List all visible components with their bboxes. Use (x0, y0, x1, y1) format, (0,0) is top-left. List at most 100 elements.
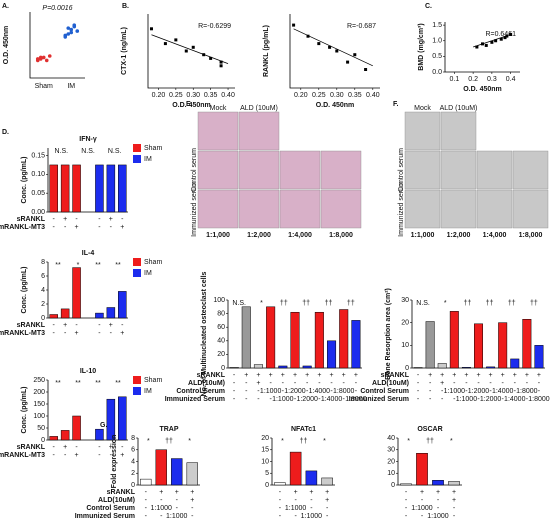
micrograph (197, 111, 239, 151)
y-tick-label: 50 (37, 425, 45, 432)
condition-mark: + (109, 444, 113, 451)
condition-mark: - (53, 322, 56, 329)
dot (44, 58, 49, 63)
condition-mark: + (325, 497, 329, 504)
condition-name: Control Serum (350, 505, 395, 512)
panel-label: F. (393, 101, 399, 108)
condition-name: sRANKL (368, 489, 395, 496)
column-label: Mock (414, 105, 431, 112)
dot (63, 33, 68, 38)
significance: ** (115, 380, 121, 387)
point (475, 45, 479, 49)
panel-label: D. (2, 129, 9, 136)
condition-mark: 1:1000 (166, 513, 188, 520)
condition-mark: - (233, 388, 236, 395)
condition-mark: - (318, 396, 321, 403)
annotation: R=-0.687 (347, 23, 376, 30)
condition-mark: - (282, 380, 285, 387)
y-tick-label: 0.00 (31, 209, 45, 216)
y-tick-label: 150 (33, 401, 45, 408)
axis (397, 438, 462, 486)
condition-mark: - (465, 380, 468, 387)
condition-mark: + (75, 452, 79, 459)
condition-mark: - (477, 380, 480, 387)
x-tick-label: 0.2 (468, 76, 478, 83)
condition-mark: + (175, 489, 179, 496)
condition-mark: - (306, 380, 309, 387)
condition-mark: 1:2000 (480, 396, 502, 403)
dilution-label: 1:1,000 (411, 232, 435, 239)
bar (314, 311, 324, 369)
condition-mark: 1:4000 (309, 388, 331, 395)
significance: †† (165, 438, 173, 445)
bar (289, 451, 302, 486)
x-tick-label: Sham (35, 83, 53, 90)
significance: * (77, 262, 80, 269)
condition-name: Immunized Serum (165, 396, 225, 403)
point (184, 49, 188, 53)
micrograph (404, 150, 441, 190)
y-tick-label: 0.0 (432, 69, 442, 76)
bar (106, 398, 116, 441)
y-tick-label: 4 (41, 287, 45, 294)
y-tick-label: 0.15 (31, 152, 45, 159)
point (490, 40, 494, 44)
condition-mark: - (294, 497, 297, 504)
dot (69, 27, 74, 32)
bar (72, 164, 81, 213)
condition-mark: - (98, 216, 101, 223)
condition-mark: - (75, 216, 78, 223)
condition-mark: - (538, 380, 541, 387)
condition-mark: - (245, 380, 248, 387)
y-tick-label: 0 (41, 315, 45, 322)
significance: ** (95, 380, 101, 387)
condition-name: Control Serum (86, 505, 135, 512)
legend-swatch (133, 269, 141, 277)
condition-mark: 1:1000 (411, 505, 433, 512)
point (484, 43, 488, 47)
condition-mark: - (279, 513, 282, 520)
significance: N.S. (232, 300, 246, 307)
y-tick-label: 0.05 (31, 190, 45, 197)
bar (400, 483, 412, 486)
y-tick-label: 10 (401, 342, 409, 349)
condition-mark: - (191, 505, 194, 512)
condition-mark: 1:8000 (345, 396, 367, 403)
condition-mark: - (437, 497, 440, 504)
condition-mark: + (354, 372, 358, 379)
chart-title: NFATc1 (291, 426, 316, 433)
significance: * (188, 438, 191, 445)
x-tick-label: 0.20 (152, 92, 166, 99)
condition-name: Immunized Serum (75, 513, 135, 520)
condition-mark: - (176, 505, 179, 512)
condition-mark: - (417, 396, 420, 403)
condition-mark: + (525, 372, 529, 379)
condition-mark: 1:2000 (296, 396, 318, 403)
condition-mark: - (437, 505, 440, 512)
condition-mark: - (318, 380, 321, 387)
bar (118, 396, 127, 441)
bar (106, 164, 116, 213)
significance: * (281, 438, 284, 445)
y-axis-label: Fold expression (111, 435, 118, 489)
y-axis-label: RANKL (pg/mL) (263, 25, 270, 77)
condition-mark: - (53, 224, 56, 231)
legend-label: Sham (144, 377, 162, 384)
bar (95, 164, 104, 213)
dot (47, 54, 52, 58)
significance: N.S. (55, 148, 69, 155)
condition-mark: + (109, 216, 113, 223)
condition-mark: + (476, 372, 480, 379)
condition-mark: 1:1000 (285, 505, 307, 512)
condition-mark: - (233, 396, 236, 403)
point (503, 36, 507, 40)
condition-mark: - (294, 396, 297, 403)
trend-line (472, 34, 511, 48)
y-tick-label: 0 (391, 482, 395, 489)
condition-mark: 1:1000 (272, 396, 294, 403)
y-tick-label: 6 (131, 447, 135, 454)
y-tick-label: 0 (131, 482, 135, 489)
condition-mark: - (110, 330, 113, 337)
micrograph (512, 150, 549, 190)
